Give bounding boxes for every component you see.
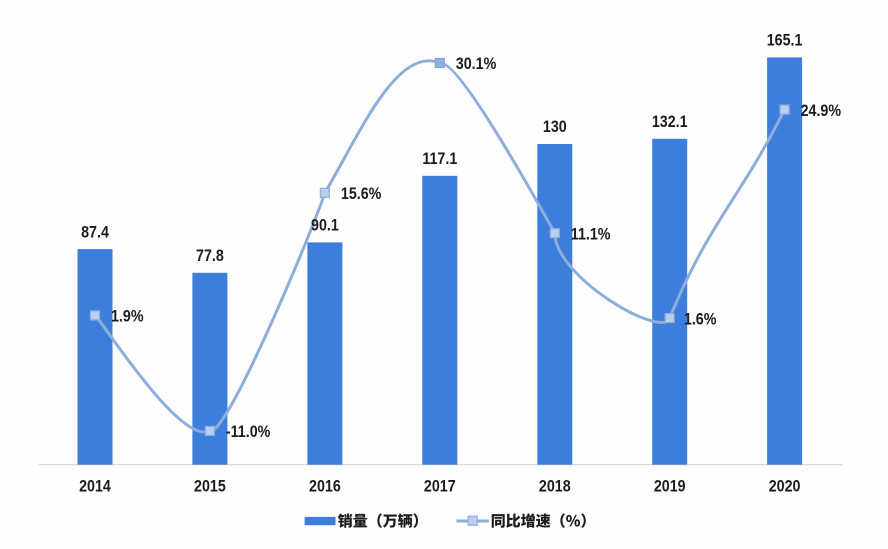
- svg-text:90.1: 90.1: [311, 217, 339, 235]
- svg-text:2018: 2018: [539, 477, 571, 495]
- svg-text:2016: 2016: [309, 477, 341, 495]
- svg-text:2017: 2017: [424, 477, 456, 495]
- svg-text:165.1: 165.1: [767, 32, 803, 50]
- svg-text:2020: 2020: [769, 477, 801, 495]
- svg-text:24.9%: 24.9%: [801, 102, 842, 120]
- svg-text:1.9%: 1.9%: [111, 308, 144, 326]
- svg-text:2019: 2019: [654, 477, 686, 495]
- svg-text:15.6%: 15.6%: [341, 185, 382, 203]
- svg-text:130: 130: [543, 118, 567, 136]
- svg-text:132.1: 132.1: [652, 113, 688, 131]
- svg-text:87.4: 87.4: [81, 223, 109, 241]
- svg-text:117.1: 117.1: [422, 150, 457, 168]
- svg-text:30.1%: 30.1%: [456, 55, 497, 73]
- svg-text:11.1%: 11.1%: [571, 225, 611, 243]
- svg-text:-11.0%: -11.0%: [226, 423, 270, 441]
- svg-text:1.6%: 1.6%: [684, 310, 717, 328]
- svg-text:77.8: 77.8: [196, 247, 224, 265]
- svg-text:2014: 2014: [79, 477, 111, 495]
- svg-text:2015: 2015: [194, 477, 226, 495]
